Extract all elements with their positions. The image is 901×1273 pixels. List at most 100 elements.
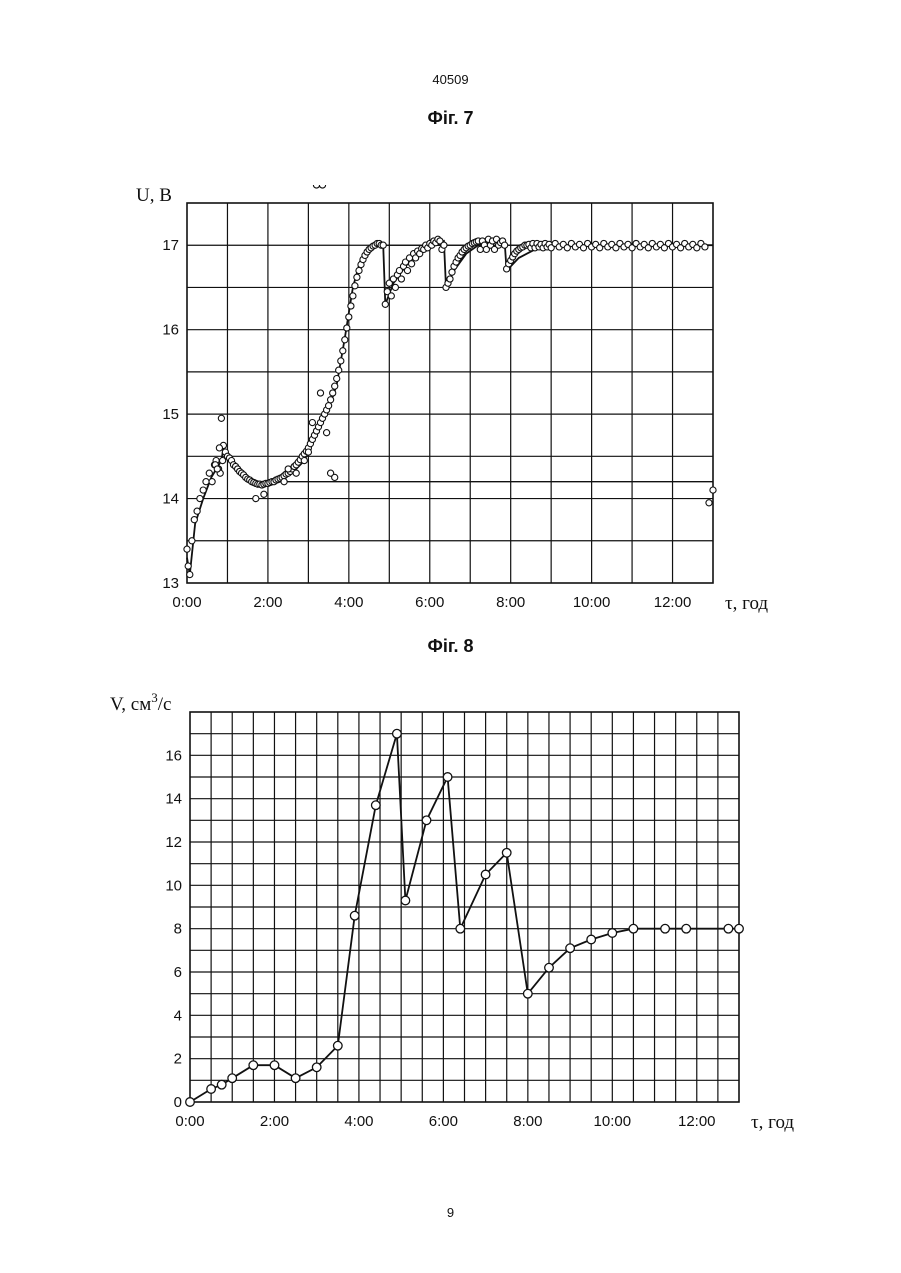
y-tick-label: 6	[174, 964, 182, 981]
data-point	[301, 458, 307, 464]
data-point	[334, 1041, 343, 1050]
page-number-top: 40509	[0, 72, 901, 87]
data-point	[629, 924, 638, 933]
data-point	[186, 1098, 195, 1107]
data-point	[545, 963, 554, 972]
data-point	[309, 420, 315, 426]
x-tick-label: 12:00	[678, 1113, 716, 1130]
x-tick-label: 2:00	[260, 1113, 289, 1130]
data-point	[281, 479, 287, 485]
data-point	[608, 929, 617, 938]
figure-8-caption: Фіг. 8	[0, 636, 901, 657]
data-point	[317, 390, 323, 396]
data-point	[209, 479, 215, 485]
trend-line	[187, 241, 713, 575]
data-point	[197, 496, 203, 502]
data-point	[336, 367, 342, 373]
data-point	[443, 773, 452, 782]
data-point	[724, 924, 733, 933]
data-point	[218, 415, 224, 421]
y-tick-label: 16	[165, 747, 182, 764]
data-point	[587, 935, 596, 944]
data-point	[710, 487, 716, 493]
x-tick-label: 0:00	[172, 594, 201, 611]
data-point	[207, 1085, 216, 1094]
figure-8-chart: 0:002:004:006:008:0010:0012:000246810121…	[0, 690, 901, 1160]
data-point	[481, 870, 490, 879]
data-point	[200, 487, 206, 493]
data-point	[388, 293, 394, 299]
data-point	[682, 924, 691, 933]
data-point	[332, 474, 338, 480]
data-point	[249, 1061, 258, 1070]
x-tick-label: 6:00	[415, 594, 444, 611]
data-point	[352, 283, 358, 289]
data-point	[203, 479, 209, 485]
data-point	[330, 390, 336, 396]
data-point	[350, 911, 359, 920]
grid	[190, 712, 739, 1102]
y-tick-label: 14	[162, 491, 179, 508]
data-point	[706, 500, 712, 506]
scatter-points	[184, 185, 716, 578]
data-point	[305, 449, 311, 455]
data-point	[441, 242, 447, 248]
x-tick-label: 8:00	[496, 594, 525, 611]
y-tick-label: 0	[174, 1094, 182, 1111]
data-point	[328, 397, 334, 403]
x-tick-label: 2:00	[253, 594, 282, 611]
x-tick-label: 12:00	[654, 594, 692, 611]
y-tick-label: 10	[165, 877, 182, 894]
data-point	[191, 517, 197, 523]
data-point	[398, 276, 404, 282]
x-tick-label: 8:00	[513, 1113, 542, 1130]
y-tick-label: 12	[165, 834, 182, 851]
data-point	[293, 470, 299, 476]
data-point	[392, 284, 398, 290]
plot-frame	[187, 203, 713, 583]
data-point	[350, 293, 356, 299]
data-point	[502, 242, 508, 248]
data-point	[332, 383, 338, 389]
data-point	[344, 325, 350, 331]
x-tick-label: 10:00	[594, 1113, 632, 1130]
data-point	[319, 185, 325, 188]
data-point	[216, 445, 222, 451]
data-point	[393, 729, 402, 738]
x-axis-label: τ, год	[751, 1112, 794, 1133]
data-point	[380, 242, 386, 248]
page-number-bottom: 9	[0, 1205, 901, 1220]
y-tick-label: 16	[162, 322, 179, 339]
data-point	[261, 491, 267, 497]
data-point	[326, 403, 332, 409]
data-point	[382, 301, 388, 307]
data-point	[735, 924, 744, 933]
data-point	[447, 276, 453, 282]
data-point	[502, 849, 511, 858]
data-point	[372, 801, 381, 810]
data-point	[184, 546, 190, 552]
data-point	[342, 337, 348, 343]
data-point	[185, 563, 191, 569]
data-point	[422, 816, 431, 825]
data-point	[253, 496, 259, 502]
data-point	[449, 269, 455, 275]
y-tick-label: 2	[174, 1051, 182, 1068]
y-axis-label: U, B	[136, 185, 172, 206]
data-point	[354, 274, 360, 280]
figure-7-caption: Фіг. 7	[0, 108, 901, 129]
data-point	[356, 268, 362, 274]
data-point	[456, 924, 465, 933]
x-tick-label: 4:00	[334, 594, 363, 611]
y-tick-label: 4	[174, 1007, 182, 1024]
x-tick-label: 4:00	[344, 1113, 373, 1130]
data-point	[346, 314, 352, 320]
data-point	[566, 944, 575, 953]
data-point	[409, 261, 415, 267]
data-point	[285, 466, 291, 472]
data-point	[214, 466, 220, 472]
data-point	[524, 989, 533, 998]
data-point	[401, 896, 410, 905]
data-point	[206, 470, 212, 476]
x-tick-label: 0:00	[175, 1113, 204, 1130]
